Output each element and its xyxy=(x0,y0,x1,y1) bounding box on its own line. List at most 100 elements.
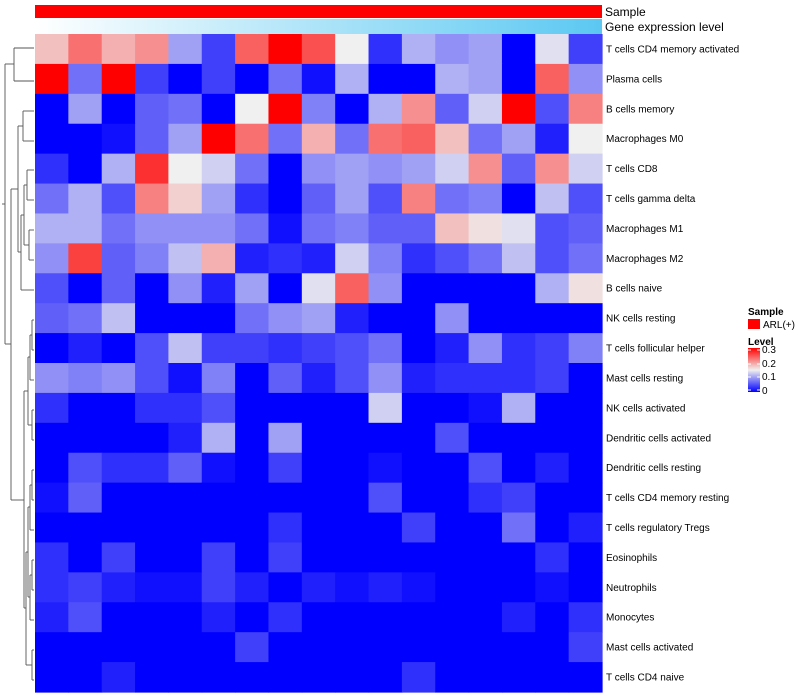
heatmap-cell xyxy=(401,273,436,304)
heatmap-cell xyxy=(501,452,536,484)
heatmap-cell xyxy=(168,303,203,334)
heatmap-cell xyxy=(568,662,603,693)
heatmap-cell xyxy=(468,602,503,633)
heatmap-cell xyxy=(368,422,403,454)
heatmap-cell xyxy=(568,63,603,95)
heatmap-cell xyxy=(35,363,69,394)
row-dendrogram xyxy=(2,47,34,681)
heatmap-cell xyxy=(268,213,303,244)
heatmap-cell xyxy=(235,512,270,544)
heatmap-cell xyxy=(568,243,603,274)
heatmap-cell xyxy=(335,602,370,633)
heatmap-cell xyxy=(135,572,170,603)
heatmap-cell xyxy=(568,363,603,394)
heatmap-cell xyxy=(168,512,203,544)
heatmap-cell xyxy=(468,303,503,334)
heatmap-cell xyxy=(501,602,536,633)
heatmap-cell xyxy=(535,273,570,304)
heatmap-cell xyxy=(68,363,103,394)
heatmap-cell xyxy=(501,183,536,215)
heatmap-cell xyxy=(235,273,270,304)
heatmap-cell xyxy=(101,273,136,304)
heatmap-cell xyxy=(135,34,170,65)
heatmap-cell xyxy=(201,123,236,155)
heatmap-cell xyxy=(368,452,403,484)
heatmap-cell xyxy=(568,602,603,633)
heatmap-cell xyxy=(268,153,303,185)
heatmap-cell xyxy=(168,63,203,95)
heatmap-cell xyxy=(501,153,536,185)
heatmap-cell xyxy=(35,273,69,304)
heatmap-cell xyxy=(268,542,303,573)
heatmap-cell xyxy=(368,63,403,95)
heatmap-cell xyxy=(468,34,503,65)
heatmap-cell xyxy=(268,392,303,424)
heatmap-cell xyxy=(101,153,136,185)
heatmap-cell xyxy=(135,123,170,155)
heatmap-cell xyxy=(335,333,370,364)
heatmap-cell xyxy=(335,243,370,274)
heatmap-cell xyxy=(268,602,303,633)
heatmap-cell xyxy=(268,452,303,484)
heatmap-cell xyxy=(35,63,69,95)
heatmap-cell xyxy=(101,303,136,334)
heatmap-cell xyxy=(335,123,370,155)
row-label: T cells CD4 memory resting xyxy=(606,493,729,504)
heatmap-cell xyxy=(335,422,370,454)
heatmap-cell xyxy=(268,63,303,95)
heatmap-cell xyxy=(201,34,236,65)
heatmap-cell xyxy=(35,303,69,334)
heatmap-cell xyxy=(101,482,136,514)
heatmap-cell xyxy=(268,662,303,693)
heatmap-cell xyxy=(68,213,103,244)
heatmap-cell xyxy=(568,482,603,514)
heatmap-cell xyxy=(135,452,170,484)
heatmap-cell xyxy=(535,572,570,603)
heatmap-cell xyxy=(101,213,136,244)
heatmap-cell xyxy=(35,392,69,424)
heatmap-cell xyxy=(101,572,136,603)
heatmap-cell xyxy=(135,512,170,544)
heatmap-cell xyxy=(568,422,603,454)
sample-legend-swatch xyxy=(748,319,760,329)
heatmap-cell xyxy=(301,63,336,95)
heatmap-cell xyxy=(435,333,470,364)
heatmap-cell xyxy=(135,422,170,454)
heatmap-cell xyxy=(435,363,470,394)
heatmap-cell xyxy=(401,183,436,215)
heatmap-cell xyxy=(135,93,170,125)
heatmap-cell xyxy=(568,572,603,603)
heatmap-cell xyxy=(301,333,336,364)
row-label: Plasma cells xyxy=(606,74,662,85)
heatmap-cell xyxy=(401,333,436,364)
heatmap-cell xyxy=(568,273,603,304)
heatmap-cell xyxy=(401,662,436,693)
heatmap-cell xyxy=(435,123,470,155)
heatmap-cell xyxy=(201,452,236,484)
heatmap-cell xyxy=(301,602,336,633)
heatmap-cell xyxy=(435,213,470,244)
heatmap-cell xyxy=(535,213,570,244)
heatmap-cell xyxy=(68,482,103,514)
heatmap-cell xyxy=(235,452,270,484)
heatmap-cell xyxy=(35,482,69,514)
heatmap-cell xyxy=(501,213,536,244)
heatmap-cell xyxy=(268,243,303,274)
row-labels: T cells CD4 memory activated Plasma cells… xyxy=(606,44,739,683)
heatmap-cell xyxy=(368,243,403,274)
heatmap-cell xyxy=(301,273,336,304)
heatmap-cell xyxy=(168,392,203,424)
heatmap-cell xyxy=(35,452,69,484)
level-tick-label: 0.3 xyxy=(762,345,776,356)
heatmap-cell xyxy=(568,542,603,573)
heatmap-cell xyxy=(235,123,270,155)
heatmap-cell xyxy=(335,153,370,185)
heatmap-cell xyxy=(68,542,103,573)
heatmap-cell xyxy=(535,452,570,484)
heatmap-cell xyxy=(568,512,603,544)
heatmap-cell xyxy=(68,572,103,603)
heatmap-cell xyxy=(68,34,103,65)
heatmap-cell xyxy=(501,63,536,95)
heatmap-cell xyxy=(435,243,470,274)
row-label: B cells naive xyxy=(606,284,663,295)
